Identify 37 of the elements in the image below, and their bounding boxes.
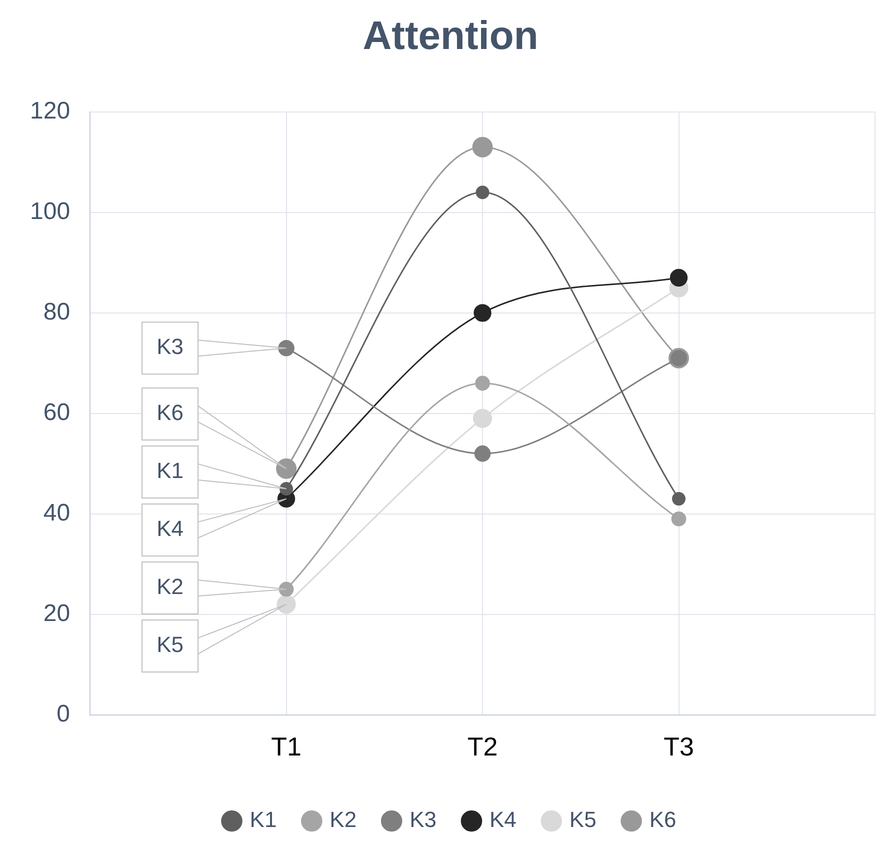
point — [472, 408, 492, 428]
y-tick-label: 0 — [56, 700, 70, 728]
text: K5 — [156, 632, 184, 658]
point — [474, 445, 491, 462]
point — [476, 186, 490, 200]
text: K3 — [156, 334, 184, 360]
x-tick-label: T2 — [467, 732, 498, 762]
legend-label: K3 — [410, 807, 437, 832]
point — [475, 376, 490, 391]
legend-label: K1 — [250, 807, 277, 832]
legend-label: K6 — [649, 807, 676, 832]
text: K2 — [156, 574, 184, 600]
point — [276, 594, 296, 614]
text: K4 — [156, 516, 184, 542]
y-tick-label: 20 — [43, 600, 70, 627]
point — [278, 340, 294, 356]
y-tick-label: 60 — [43, 399, 70, 426]
y-tick-label: 100 — [30, 198, 70, 226]
point — [671, 511, 686, 526]
y-tick-label: 40 — [43, 499, 70, 526]
chart-title: Attention — [362, 14, 538, 58]
y-tick-label: 120 — [30, 98, 70, 125]
point — [670, 268, 688, 287]
legend-label: K2 — [330, 807, 357, 832]
point — [672, 492, 686, 506]
point — [278, 582, 294, 597]
legend-label: K5 — [569, 807, 596, 832]
x-tick-label: T1 — [271, 732, 302, 762]
x-tick-label: T3 — [664, 732, 694, 762]
legend-label: K4 — [490, 807, 516, 832]
point — [474, 304, 492, 322]
point — [276, 458, 297, 479]
point — [280, 482, 294, 496]
text: K1 — [156, 458, 184, 484]
y-tick-label: 80 — [43, 298, 70, 326]
text: K6 — [156, 400, 184, 426]
point — [472, 136, 493, 158]
